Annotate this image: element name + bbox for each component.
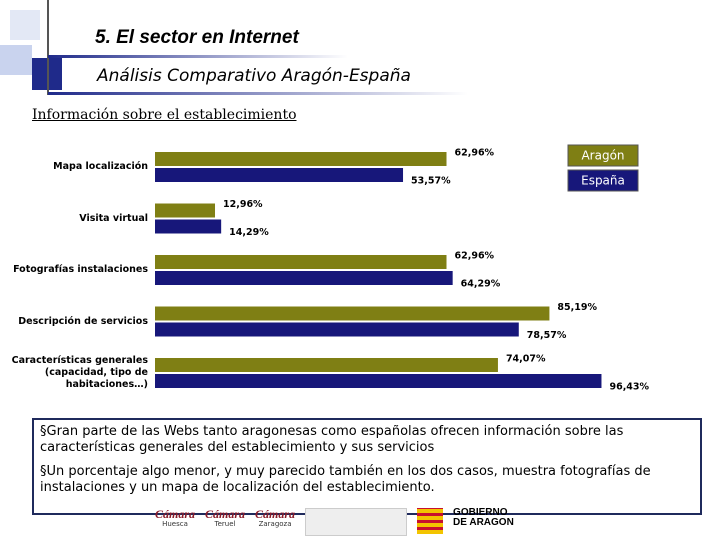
category-label: Descripción de servicios (18, 315, 148, 327)
logo-caption: Huesca (162, 520, 188, 528)
logo-caption: Teruel (214, 520, 236, 528)
category-label: Características generales (capacidad, ti… (11, 355, 148, 390)
value-label: 64,29% (461, 279, 501, 290)
chart: 62,96% 53,57% 12,96% 14,29% 62,96% 64,29% 85,1… (155, 144, 650, 393)
category-label: Mapa localización (53, 161, 148, 172)
value-label: 62,96% (455, 148, 495, 159)
logo: Cámara Teruel (205, 508, 245, 528)
note: §Gran parte de las Webs tanto aragonesas… (40, 424, 624, 455)
bar (155, 255, 447, 269)
bar (155, 271, 453, 285)
legend-swatch (567, 144, 639, 167)
deco-line (48, 92, 468, 95)
bar (155, 322, 519, 337)
value-label: 12,96% (223, 199, 263, 210)
note: §Un porcentaje algo menor, y muy parecid… (40, 464, 651, 495)
deco-square (10, 10, 40, 40)
bar (155, 168, 404, 182)
logo-caption: Zaragoza (258, 520, 292, 528)
bar (155, 306, 550, 321)
logo: Cámara Huesca (155, 508, 195, 528)
category-label: Fotografías instalaciones (13, 264, 148, 275)
section-title: Información sobre el establecimiento (32, 107, 297, 123)
deco-line (48, 55, 348, 58)
bar (155, 219, 222, 234)
title: 5. El sector en Internet (95, 27, 299, 48)
value-label: 14,29% (229, 227, 269, 238)
bar (155, 358, 498, 372)
logo: Cámara Zaragoza (255, 508, 295, 528)
legend-swatch (567, 169, 639, 192)
ministry-logo (305, 508, 408, 536)
header-decoration (0, 0, 468, 95)
logo-text: Cámara (205, 507, 246, 521)
legend-label: España (581, 174, 625, 188)
deco-square (0, 45, 32, 75)
subtitle: Análisis Comparativo Aragón-España (97, 66, 411, 86)
value-label: 53,57% (411, 176, 451, 187)
value-label: 85,19% (557, 302, 597, 313)
aragon-emblem (417, 508, 444, 534)
bar (155, 152, 447, 166)
notes-box: §Gran parte de las Webs tanto aragonesas… (32, 418, 702, 515)
category-label: Visita virtual (79, 212, 148, 224)
value-label: 96,43% (609, 382, 649, 393)
bar (155, 203, 216, 218)
value-label: 78,57% (527, 330, 567, 341)
bar (155, 374, 602, 388)
logo-text: Cámara (155, 507, 196, 521)
value-label: 74,07% (506, 354, 546, 365)
logo-text: Cámara (255, 507, 296, 521)
value-label: 62,96% (455, 251, 495, 262)
footer: Cámara Huesca Cámara Teruel Cámara Zaragoza… (155, 508, 523, 536)
note-text: Un porcentaje algo menor, y muy parecido… (40, 464, 651, 495)
note-text: Gran parte de las Webs tanto aragonesas … (40, 424, 624, 455)
legend-label: Aragón (581, 149, 624, 163)
logo-text: GOBIERNO DE ARAGON (453, 507, 514, 528)
